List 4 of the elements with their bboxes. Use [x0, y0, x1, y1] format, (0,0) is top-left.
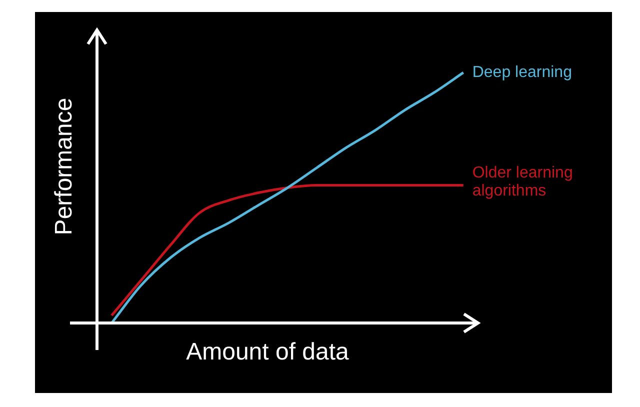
- series-label: Deep learning: [472, 64, 572, 81]
- y-axis-title: Performance: [50, 98, 78, 236]
- series-label: Older learning algorithms: [472, 164, 573, 200]
- x-axis-title: Amount of data: [186, 338, 350, 366]
